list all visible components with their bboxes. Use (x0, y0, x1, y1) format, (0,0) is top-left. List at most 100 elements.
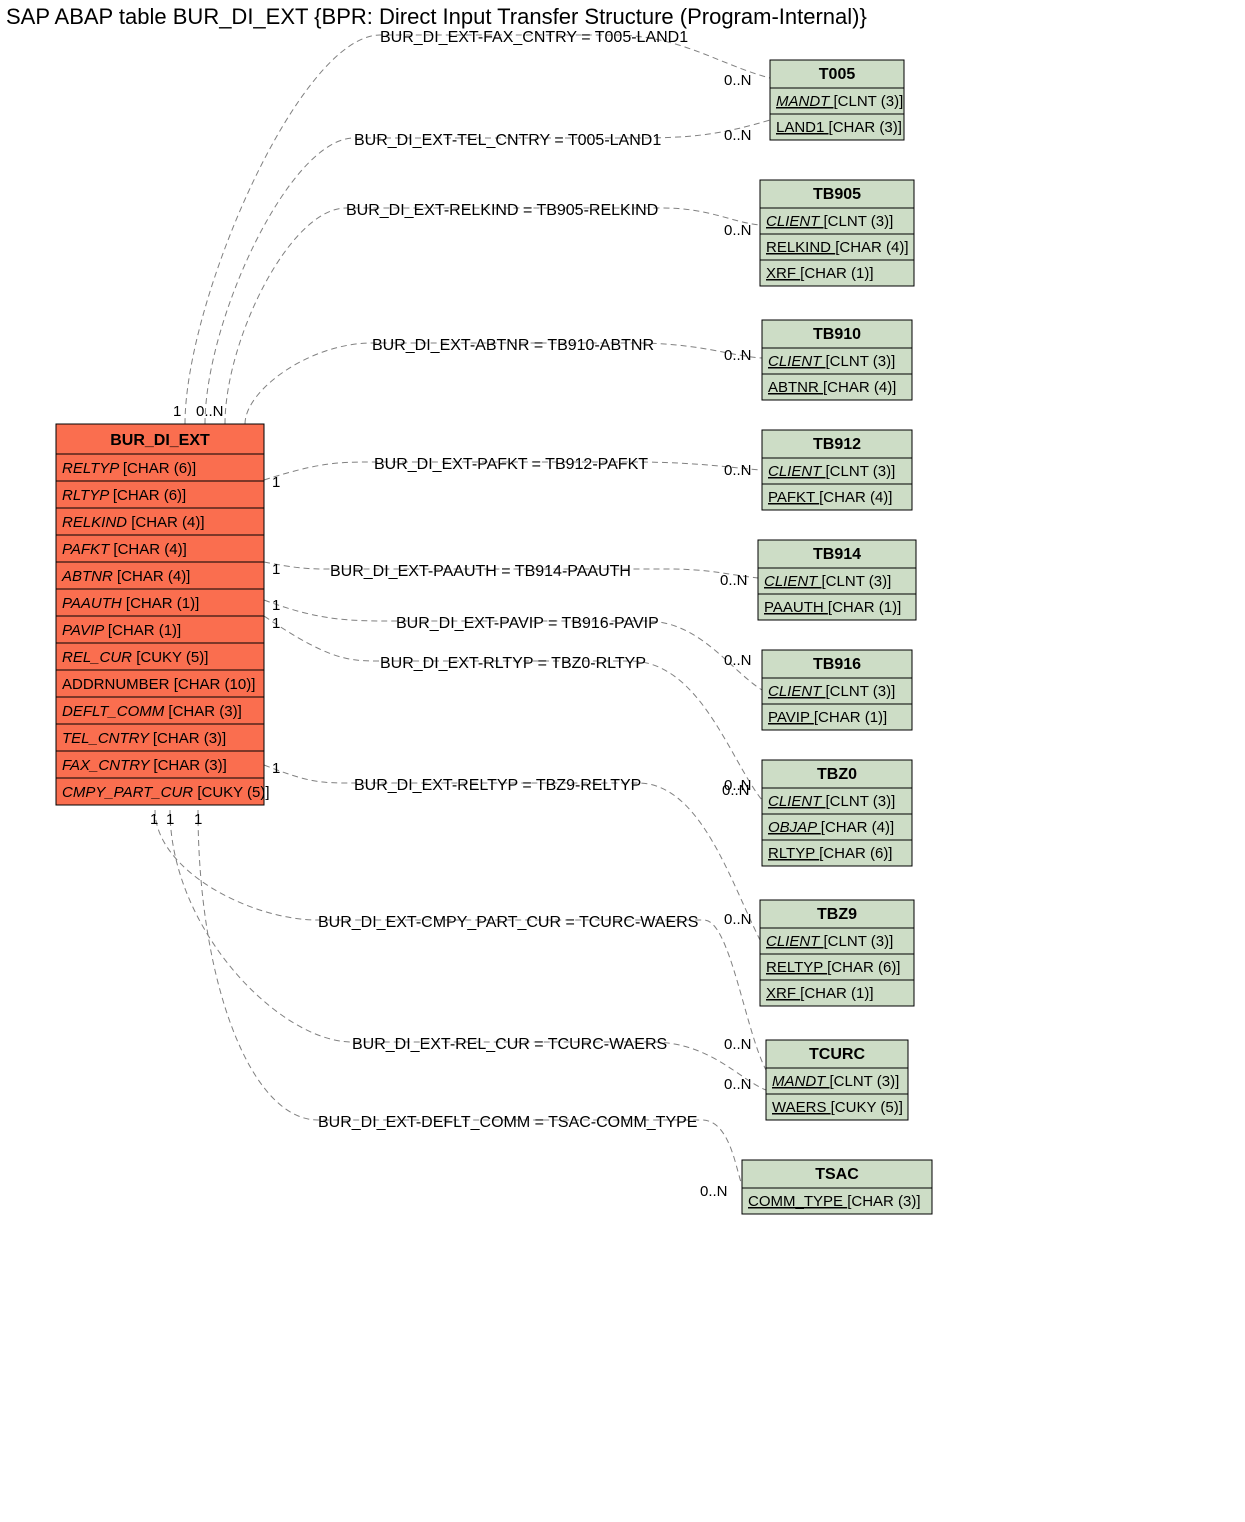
relation-label: BUR_DI_EXT-PAVIP = TB916-PAVIP (396, 615, 659, 632)
relation-edge (264, 600, 762, 690)
relation-label: BUR_DI_EXT-CMPY_PART_CUR = TCURC-WAERS (318, 914, 698, 931)
table-header: TB916 (813, 656, 861, 673)
relation-edge (264, 616, 762, 800)
ref-table-tbz9: TBZ9 CLIENT [CLNT (3)] RELTYP [CHAR (6)] XR… (760, 900, 914, 1006)
table-field: PAVIP [CHAR (1)] (62, 622, 181, 639)
cardinality-label: 1 (272, 474, 280, 491)
table-header: TB905 (813, 186, 861, 203)
relation-label: BUR_DI_EXT-DEFLT_COMM = TSAC-COMM_TYPE (318, 1114, 697, 1131)
cardinality-label: 0..N (724, 347, 752, 364)
table-header: BUR_DI_EXT (110, 432, 210, 449)
relation-edge (245, 343, 762, 424)
ref-table-tb905: TB905 CLIENT [CLNT (3)] RELKIND [CHAR (4)]… (760, 180, 914, 286)
cardinality-label: 0..N (724, 911, 752, 928)
cardinality-label: 0..N (724, 1076, 752, 1093)
ref-table-tb916: TB916 CLIENT [CLNT (3)] PAVIP [CHAR (1)] (762, 650, 912, 730)
table-field: LAND1 [CHAR (3)] (776, 119, 902, 136)
relation-edge (155, 810, 766, 1070)
relation-label: BUR_DI_EXT-ABTNR = TB910-ABTNR (372, 337, 654, 354)
cardinality-label: 0..N (724, 1036, 752, 1053)
ref-table-tcurc: TCURC MANDT [CLNT (3)] WAERS [CUKY (5)] (766, 1040, 908, 1120)
table-field: CLIENT [CLNT (3)] (768, 463, 895, 480)
ref-table-tbz0: TBZ0 CLIENT [CLNT (3)] OBJAP [CHAR (4)] RLT… (762, 760, 912, 866)
table-field: CLIENT [CLNT (3)] (764, 573, 891, 590)
cardinality-label: 1 (272, 760, 280, 777)
cardinality-label: 0..N (724, 777, 752, 794)
cardinality-label: 1 (272, 597, 280, 614)
table-field: CLIENT [CLNT (3)] (768, 353, 895, 370)
table-field: CMPY_PART_CUR [CUKY (5)] (62, 784, 270, 801)
table-field: XRF [CHAR (1)] (766, 265, 874, 282)
cardinality-label: 0..N (720, 572, 748, 589)
relation-label: BUR_DI_EXT-RELTYP = TBZ9-RELTYP (354, 777, 641, 794)
table-header: TCURC (809, 1046, 865, 1063)
er-diagram: SAP ABAP table BUR_DI_EXT {BPR: Direct I… (0, 0, 1245, 1522)
table-field: XRF [CHAR (1)] (766, 985, 874, 1002)
table-field: MANDT [CLNT (3)] (776, 93, 903, 110)
relation-edge (225, 208, 760, 424)
ref-table-tb912: TB912 CLIENT [CLNT (3)] PAFKT [CHAR (4)] (762, 430, 912, 510)
table-field: ADDRNUMBER [CHAR (10)] (62, 676, 255, 693)
ref-table-t005: T005 MANDT [CLNT (3)] LAND1 [CHAR (3)] (770, 60, 904, 140)
table-header: TSAC (815, 1166, 859, 1183)
cardinality-label: 1 (194, 811, 202, 828)
table-field: DEFLT_COMM [CHAR (3)] (62, 703, 242, 720)
ref-table-tb914: TB914 CLIENT [CLNT (3)] PAAUTH [CHAR (1)] (758, 540, 916, 620)
cardinality-label: 1 (272, 615, 280, 632)
relation-label: BUR_DI_EXT-TEL_CNTRY = T005-LAND1 (354, 132, 661, 149)
cardinality-label: 0..N (700, 1183, 728, 1200)
relation-label: BUR_DI_EXT-PAAUTH = TB914-PAAUTH (330, 563, 631, 580)
diagram-title: SAP ABAP table BUR_DI_EXT {BPR: Direct I… (6, 4, 867, 29)
relation-edge (185, 35, 770, 424)
ref-table-tb910: TB910 CLIENT [CLNT (3)] ABTNR [CHAR (4)] (762, 320, 912, 400)
table-field: TEL_CNTRY [CHAR (3)] (62, 730, 226, 747)
table-field: RELTYP [CHAR (6)] (62, 460, 196, 477)
table-header: TB912 (813, 436, 861, 453)
table-field: PAAUTH [CHAR (1)] (62, 595, 199, 612)
ref-table-tsac: TSAC COMM_TYPE [CHAR (3)] (742, 1160, 932, 1214)
table-field: OBJAP [CHAR (4)] (768, 819, 894, 836)
cardinality-label: 1 (150, 811, 158, 828)
table-field: COMM_TYPE [CHAR (3)] (748, 1193, 921, 1210)
main-table-bur_di_ext: BUR_DI_EXT RELTYP [CHAR (6)] RLTYP [CHAR (… (56, 424, 270, 805)
relation-label: BUR_DI_EXT-RLTYP = TBZ0-RLTYP (380, 655, 646, 672)
table-field: ABTNR [CHAR (4)] (61, 568, 190, 585)
table-field: RLTYP [CHAR (6)] (62, 487, 186, 504)
table-field: CLIENT [CLNT (3)] (766, 933, 893, 950)
table-field: PAFKT [CHAR (4)] (62, 541, 187, 558)
table-field: RELKIND [CHAR (4)] (62, 514, 205, 531)
cardinality-label: 0..N (724, 652, 752, 669)
table-field: FAX_CNTRY [CHAR (3)] (62, 757, 227, 774)
table-field: PAAUTH [CHAR (1)] (764, 599, 901, 616)
table-field: CLIENT [CLNT (3)] (768, 683, 895, 700)
table-field: CLIENT [CLNT (3)] (766, 213, 893, 230)
relation-edge (205, 120, 770, 424)
table-field: ABTNR [CHAR (4)] (768, 379, 896, 396)
cardinality-label: 0..N (724, 72, 752, 89)
table-header: TBZ9 (817, 906, 857, 923)
cardinality-label: 1 (173, 403, 181, 420)
relation-label: BUR_DI_EXT-FAX_CNTRY = T005-LAND1 (380, 29, 688, 46)
relation-label: BUR_DI_EXT-RELKIND = TB905-RELKIND (346, 202, 658, 219)
table-field: REL_CUR [CUKY (5)] (62, 649, 208, 666)
cardinality-label: 1 (166, 811, 174, 828)
table-field: MANDT [CLNT (3)] (772, 1073, 899, 1090)
cardinality-label: 1 (272, 561, 280, 578)
table-field: WAERS [CUKY (5)] (772, 1099, 903, 1116)
table-field: PAFKT [CHAR (4)] (768, 489, 892, 506)
table-header: TB914 (813, 546, 861, 563)
cardinality-label: 0..N (196, 403, 224, 420)
cardinality-label: 0..N (724, 462, 752, 479)
table-header: TBZ0 (817, 766, 857, 783)
table-field: RLTYP [CHAR (6)] (768, 845, 892, 862)
table-field: PAVIP [CHAR (1)] (768, 709, 887, 726)
cardinality-label: 0..N (724, 222, 752, 239)
table-field: RELTYP [CHAR (6)] (766, 959, 900, 976)
table-header: T005 (819, 66, 856, 83)
relation-label: BUR_DI_EXT-REL_CUR = TCURC-WAERS (352, 1036, 667, 1053)
table-field: RELKIND [CHAR (4)] (766, 239, 909, 256)
relation-label: BUR_DI_EXT-PAFKT = TB912-PAFKT (374, 456, 648, 473)
table-header: TB910 (813, 326, 861, 343)
table-field: CLIENT [CLNT (3)] (768, 793, 895, 810)
cardinality-label: 0..N (724, 127, 752, 144)
